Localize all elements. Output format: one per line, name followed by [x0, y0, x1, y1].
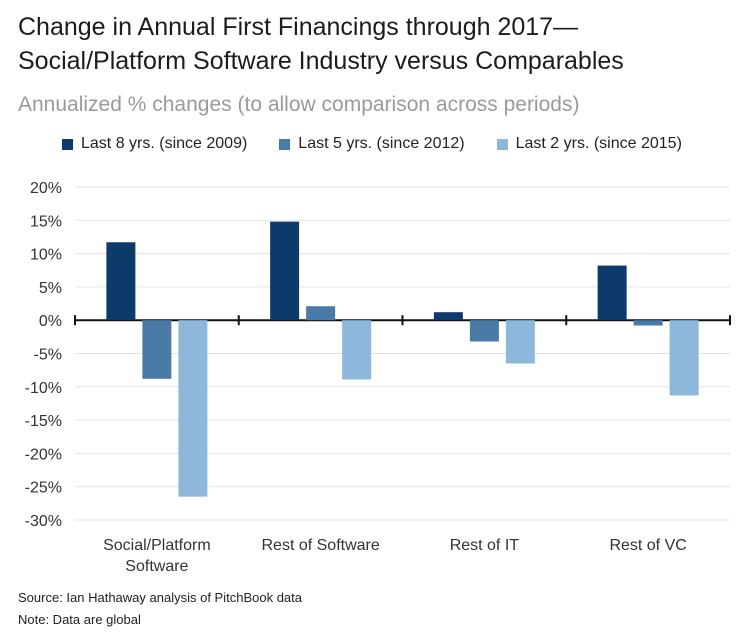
legend-item-2: Last 2 yrs. (since 2015)	[496, 135, 682, 153]
y-tick-label: -15%	[25, 413, 62, 430]
x-category-label-line: Rest of Software	[261, 537, 379, 554]
y-tick-label: -5%	[34, 347, 62, 364]
y-tick-label: -30%	[25, 513, 62, 530]
y-tick-label: -25%	[25, 480, 62, 497]
legend-label-0: Last 8 yrs. (since 2009)	[81, 135, 248, 152]
x-category-label-line: Software	[125, 558, 188, 575]
y-tick-label: 10%	[30, 247, 62, 264]
y-tick-label: 0%	[39, 313, 62, 330]
source-note: Source: Ian Hathaway analysis of PitchBo…	[18, 590, 302, 605]
bar	[342, 320, 372, 380]
bar	[669, 320, 699, 396]
legend-swatch-1	[279, 138, 291, 150]
bar	[433, 312, 463, 321]
legend: Last 8 yrs. (since 2009) Last 5 yrs. (si…	[62, 135, 682, 153]
x-category-label-line: Rest of VC	[609, 537, 686, 554]
chart-title-line-2: Social/Platform Software Industry versus…	[18, 47, 624, 75]
chart-subtitle: Annualized % changes (to allow compariso…	[18, 93, 580, 116]
x-category-label: Rest of Software	[261, 537, 379, 554]
legend-item-0: Last 8 yrs. (since 2009)	[62, 135, 247, 153]
y-tick-label: 15%	[30, 213, 62, 230]
bar	[270, 221, 300, 321]
y-tick-label: 5%	[39, 280, 62, 297]
legend-label-1: Last 5 yrs. (since 2012)	[298, 135, 465, 152]
chart-title-line-1: Change in Annual First Financings throug…	[18, 13, 579, 41]
legend-swatch-0	[62, 138, 73, 150]
bar-chart: 20% 15% 10% 5% 0% -5% -10% -15% -20% -25% -30% Soci…	[25, 180, 731, 575]
legend-item-1: Last 5 yrs. (since 2012)	[279, 135, 465, 153]
chart-title: Change in Annual First Financings throug…	[18, 10, 738, 78]
bar	[633, 320, 663, 326]
y-tick-label: -10%	[25, 380, 62, 397]
bar	[142, 320, 172, 379]
data-note: Note: Data are global	[18, 612, 141, 627]
y-tick-label: 20%	[30, 180, 62, 197]
bar	[178, 320, 208, 497]
x-category-label: Rest of IT	[450, 537, 520, 554]
x-category-label: Rest of VC	[609, 537, 686, 554]
bar	[597, 265, 627, 321]
bar	[106, 242, 136, 321]
bar	[469, 320, 499, 342]
bar	[306, 306, 336, 321]
y-tick-label: -20%	[25, 446, 62, 463]
legend-label-2: Last 2 yrs. (since 2015)	[515, 135, 682, 152]
legend-swatch-2	[496, 138, 508, 150]
x-category-label-line: Social/Platform	[103, 537, 211, 554]
bar	[505, 320, 535, 364]
x-category-label-line: Rest of IT	[450, 537, 520, 554]
x-category-label: Social/Platform Software	[103, 537, 211, 575]
